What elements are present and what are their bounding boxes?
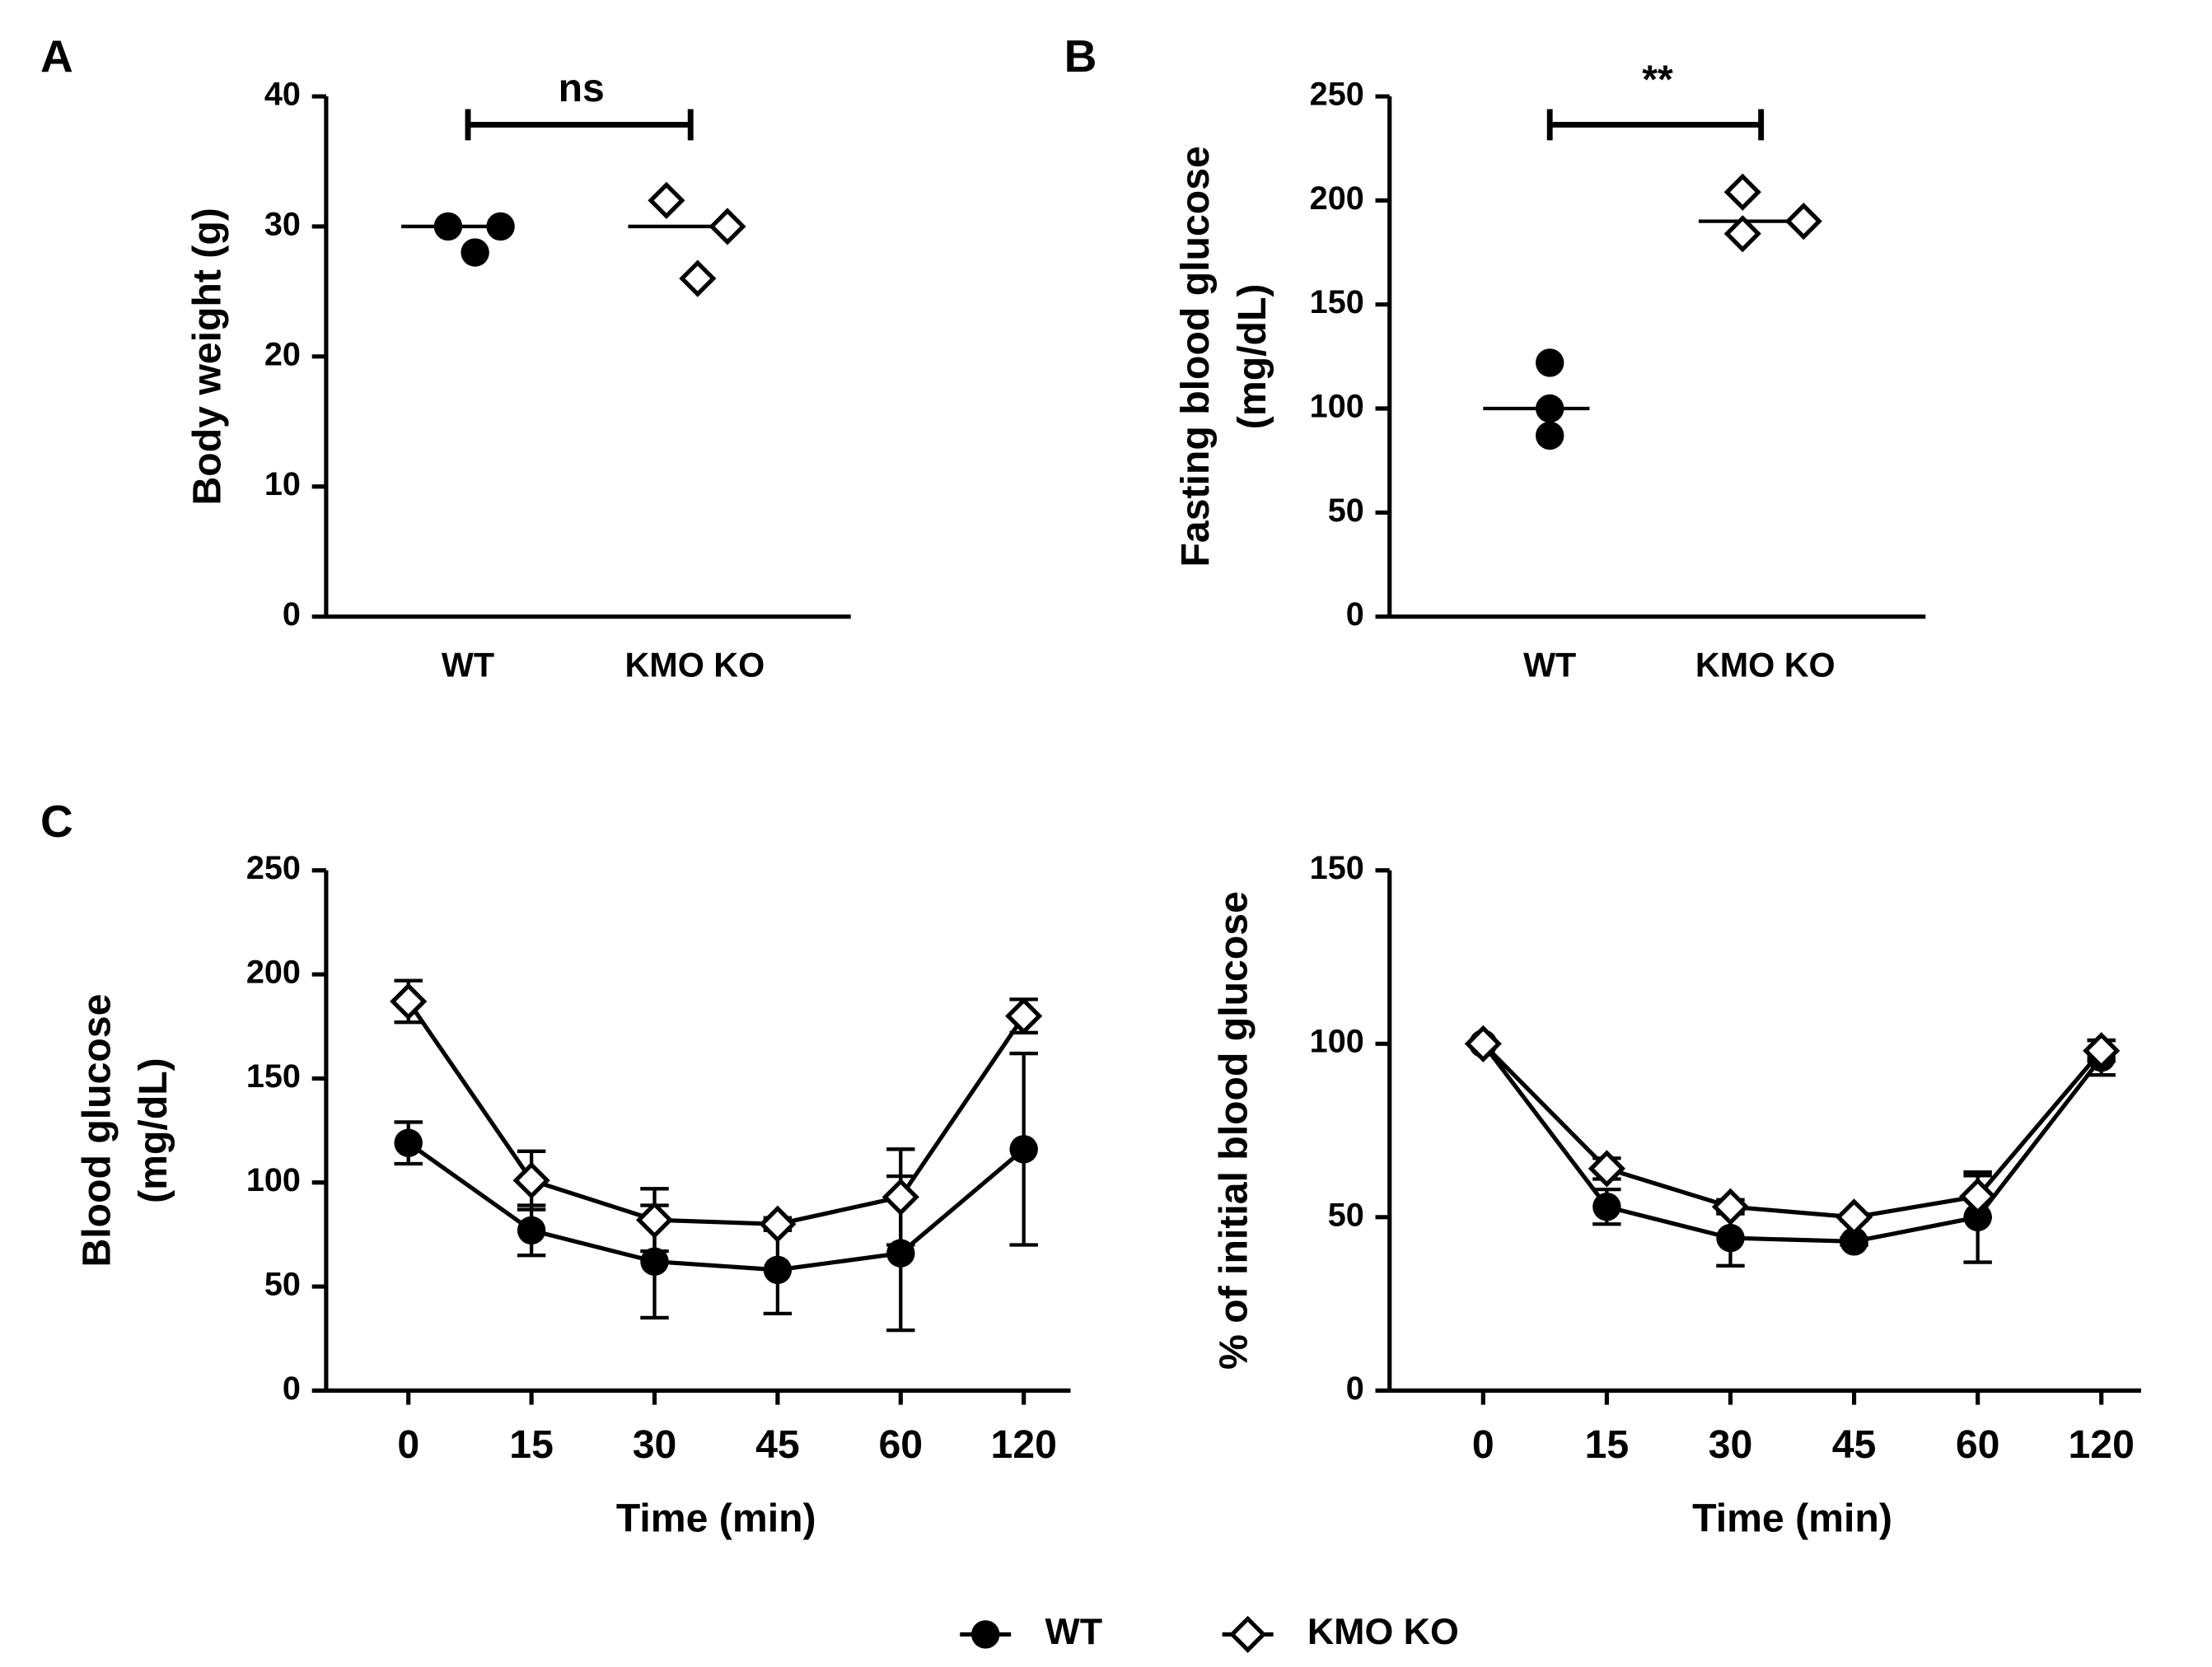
data-point: [517, 1216, 546, 1245]
y-tick-label: 200: [246, 955, 301, 991]
y-tick-label: 0: [1346, 1370, 1364, 1407]
data-point: [394, 1128, 423, 1157]
data-point: [1711, 1188, 1750, 1226]
y-axis-label: (mg/dL): [131, 1058, 175, 1203]
data-point: [1009, 1135, 1038, 1164]
x-tick-label: WT: [442, 647, 494, 684]
y-axis-label: Fasting blood glucose: [1173, 146, 1218, 567]
y-tick-label: 150: [246, 1058, 301, 1095]
x-tick-label: 15: [1585, 1422, 1630, 1467]
x-tick-label: 30: [633, 1422, 677, 1467]
data-point: [1588, 1150, 1625, 1188]
series-line: [406, 1000, 1026, 1226]
series-line: [1481, 1042, 2103, 1220]
data-point: [648, 181, 685, 219]
data-point: [1963, 1202, 1992, 1232]
data-point: [1716, 1223, 1745, 1253]
y-tick-label: 100: [1310, 388, 1364, 424]
y-tick-label: 20: [264, 336, 301, 372]
y-tick-label: 30: [264, 206, 301, 242]
data-point: [1464, 1025, 1502, 1062]
data-point: [433, 212, 463, 241]
panel-label: C: [40, 796, 73, 847]
legend-label: WT: [1045, 1611, 1102, 1652]
data-point: [1005, 997, 1043, 1035]
x-tick-label: 15: [509, 1422, 554, 1467]
significance-label: ns: [559, 66, 605, 110]
y-axis-label: Body weight (g): [185, 208, 230, 505]
x-tick-label: 120: [990, 1422, 1056, 1467]
data-point: [679, 259, 717, 297]
y-tick-label: 100: [246, 1162, 301, 1198]
y-tick-label: 0: [283, 596, 301, 633]
y-tick-label: 0: [283, 1370, 301, 1407]
y-tick-label: 250: [1310, 76, 1364, 112]
data-point: [1835, 1198, 1873, 1236]
data-point: [1592, 1192, 1621, 1221]
data-point: [1723, 173, 1761, 211]
data-point: [2083, 1032, 2121, 1070]
x-tick-label: 30: [1709, 1422, 1753, 1467]
x-tick-label: WT: [1523, 647, 1576, 684]
y-tick-label: 50: [1328, 493, 1364, 529]
data-point: [640, 1247, 669, 1276]
series-line: [407, 1141, 1026, 1272]
x-tick-label: 45: [755, 1422, 800, 1467]
x-axis-label: Time (min): [1692, 1496, 1892, 1540]
y-axis-label: Blood glucose: [74, 994, 119, 1268]
legend-marker: [970, 1620, 1000, 1649]
x-tick-label: 120: [2069, 1422, 2135, 1467]
x-tick-label: 60: [878, 1422, 923, 1467]
data-point: [882, 1178, 919, 1216]
data-point: [1784, 203, 1822, 240]
significance-label: **: [1642, 58, 1673, 102]
legend-marker: [1229, 1615, 1267, 1653]
y-tick-label: 50: [264, 1267, 301, 1303]
y-tick-label: 40: [264, 76, 301, 112]
x-tick-label: KMO KO: [1695, 647, 1836, 684]
data-point: [461, 238, 489, 267]
data-point: [708, 208, 746, 245]
x-tick-label: 0: [1472, 1422, 1494, 1467]
x-axis-label: Time (min): [616, 1496, 816, 1540]
y-tick-label: 150: [1310, 850, 1364, 886]
data-point: [886, 1239, 915, 1268]
panel-label: A: [40, 30, 73, 82]
data-point: [1535, 348, 1564, 377]
data-point: [1959, 1177, 1997, 1216]
y-tick-label: 10: [264, 466, 301, 502]
y-tick-label: 200: [1310, 180, 1364, 217]
data-point: [1723, 215, 1761, 253]
y-tick-label: 150: [1310, 284, 1364, 320]
panel-label: B: [1064, 30, 1097, 82]
data-point: [512, 1161, 550, 1199]
y-axis-label: % of initial blood glucose: [1212, 891, 1256, 1370]
x-tick-label: KMO KO: [625, 647, 765, 684]
x-tick-label: 0: [397, 1422, 419, 1467]
x-tick-label: 60: [1956, 1422, 2000, 1467]
legend-label: KMO KO: [1307, 1611, 1459, 1652]
y-tick-label: 250: [246, 850, 301, 886]
data-point: [759, 1205, 797, 1243]
x-tick-label: 45: [1832, 1422, 1877, 1467]
y-tick-label: 100: [1310, 1024, 1364, 1060]
data-point: [1840, 1227, 1868, 1256]
data-point: [486, 212, 515, 241]
series-line: [1481, 1042, 2103, 1244]
data-point: [1535, 421, 1564, 451]
data-point: [763, 1255, 793, 1285]
y-tick-label: 0: [1346, 596, 1364, 633]
y-axis-label: (mg/dL): [1230, 284, 1274, 430]
data-point: [1535, 394, 1564, 423]
data-point: [390, 983, 428, 1020]
data-point: [635, 1201, 674, 1239]
y-tick-label: 50: [1328, 1197, 1364, 1233]
